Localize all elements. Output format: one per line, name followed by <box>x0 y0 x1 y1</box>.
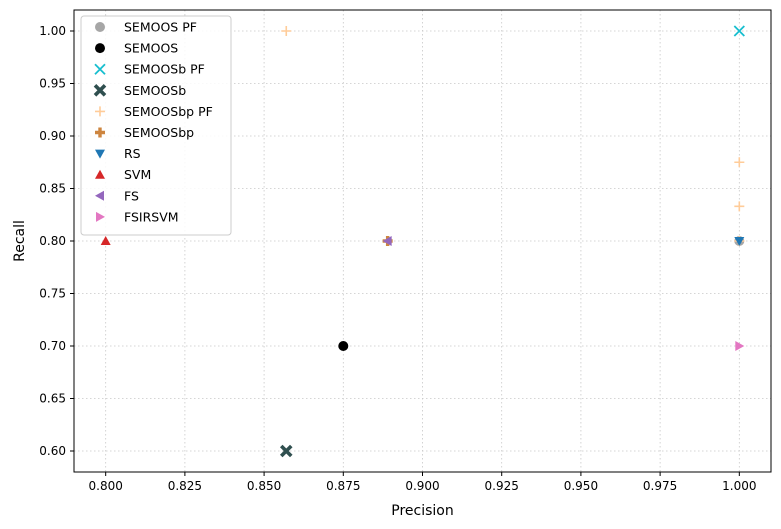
legend-marker-fs <box>95 190 104 201</box>
legend-marker-rs <box>95 149 105 159</box>
legend-label-fsirsvm: FSIRSVM <box>124 209 179 224</box>
legend-label-rs: RS <box>124 146 141 161</box>
legend-marker-semoos <box>95 43 105 54</box>
data-marks <box>100 25 745 458</box>
data-point-semoosbp-pf <box>734 201 745 212</box>
legend-label-semoos-pf: SEMOOS PF <box>124 20 197 35</box>
legend-label-semoosb-pf: SEMOOSb PF <box>124 62 205 77</box>
x-tick-label: 0.950 <box>564 479 598 493</box>
legend-marker-semoosbp-pf <box>95 106 105 117</box>
x-tick-label: 0.975 <box>643 479 677 493</box>
legend-label-semoosb: SEMOOSb <box>124 83 186 98</box>
legend: SEMOOS PF SEMOOS SEMOOSb PF SEMOOSb SEMOOSbp… <box>80 15 232 236</box>
y-tick-label: 0.80 <box>39 234 66 248</box>
y-tick-label: 0.85 <box>39 182 66 196</box>
x-tick-label: 0.875 <box>326 479 360 493</box>
axis-ticks: 0.800 0.825 0.850 0.875 0.900 0.925 0.950 0.975… <box>39 24 756 493</box>
x-tick-label: 0.800 <box>89 479 123 493</box>
legend-marker-semoosbp <box>95 127 105 138</box>
x-tick-label: 0.850 <box>247 479 281 493</box>
y-tick-label: 1.00 <box>39 24 66 38</box>
data-point-fsirsvm <box>735 341 745 351</box>
y-tick-label: 0.60 <box>39 444 66 458</box>
data-point-svm <box>100 236 111 245</box>
legend-label-svm: SVM <box>124 167 151 182</box>
data-point-semoosb-pf <box>733 25 745 37</box>
x-tick-label: 0.900 <box>405 479 439 493</box>
legend-label-semoosbp: SEMOOSbp <box>124 125 194 140</box>
legend-label-semoosbp-pf: SEMOOSbp PF <box>124 104 213 119</box>
y-tick-label: 0.75 <box>39 287 66 301</box>
legend-box <box>80 15 232 236</box>
data-point-semoosb <box>279 444 293 458</box>
data-point-semoos <box>338 341 349 351</box>
legend-label-fs: FS <box>124 188 139 203</box>
data-point-semoosbp-pf <box>734 157 745 168</box>
y-tick-label: 0.90 <box>39 129 66 143</box>
x-tick-label: 1.000 <box>722 479 756 493</box>
data-point-fs <box>382 236 392 246</box>
y-tick-label: 0.95 <box>39 77 66 91</box>
data-point-rs <box>734 237 745 246</box>
legend-label-semoos: SEMOOS <box>124 41 178 56</box>
x-tick-label: 0.925 <box>485 479 519 493</box>
y-tick-label: 0.65 <box>39 392 66 406</box>
x-tick-label: 0.825 <box>168 479 202 493</box>
y-tick-label: 0.70 <box>39 339 66 353</box>
legend-marker-svm <box>95 169 105 179</box>
x-axis-label: Precision <box>391 503 453 519</box>
legend-marker-semoosb <box>93 84 107 97</box>
data-point-semoosbp-pf <box>281 26 292 36</box>
legend-marker-semoos-pf <box>95 22 105 32</box>
legend-marker-semoosb-pf <box>94 63 106 75</box>
y-axis-label: Recall <box>12 220 28 262</box>
legend-marker-fsirsvm <box>96 211 105 222</box>
